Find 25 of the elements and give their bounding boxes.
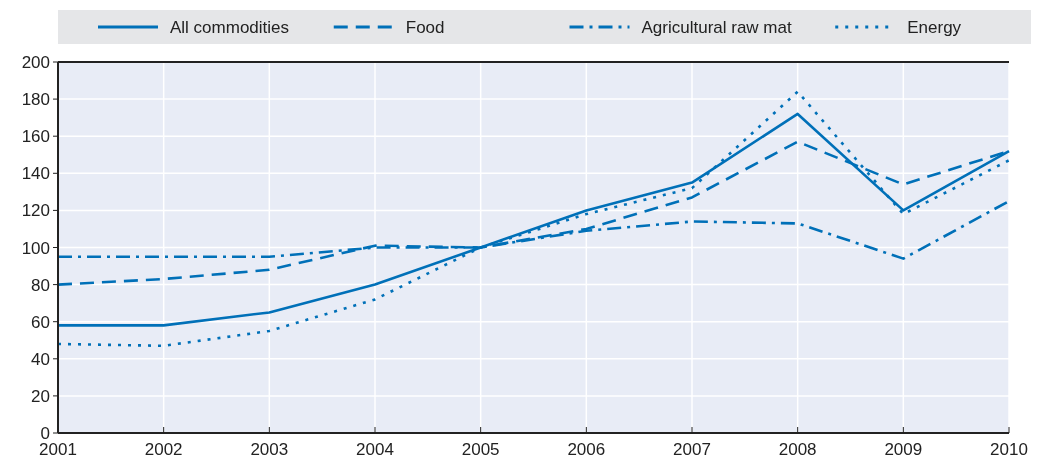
legend-label: Energy xyxy=(907,18,962,37)
x-tick-label: 2008 xyxy=(778,440,817,459)
x-tick-label: 2007 xyxy=(673,440,711,459)
y-tick-label: 180 xyxy=(21,90,50,110)
x-tick-label: 2004 xyxy=(356,440,394,459)
y-tick-label: 160 xyxy=(21,127,50,147)
y-tick-label: 120 xyxy=(21,201,50,221)
y-tick-label: 80 xyxy=(31,275,50,295)
x-tick-label: 2002 xyxy=(144,440,183,459)
x-tick-label: 2010 xyxy=(990,440,1028,459)
y-tick-label: 140 xyxy=(21,164,50,184)
y-tick-label: 20 xyxy=(31,386,50,406)
x-tick-label: 2001 xyxy=(39,440,77,459)
y-tick-label: 60 xyxy=(31,312,50,332)
legend-label: Food xyxy=(405,18,445,37)
x-tick-label: 2006 xyxy=(567,440,606,459)
y-tick-label: 100 xyxy=(21,238,50,258)
x-tick-label: 2003 xyxy=(250,440,289,459)
legend-label: Agricultural raw mat xyxy=(641,18,792,37)
legend-label: All commodities xyxy=(170,18,290,37)
x-tick-label: 2005 xyxy=(461,440,500,459)
y-tick-label: 200 xyxy=(21,53,50,72)
x-tick-label: 2009 xyxy=(884,440,923,459)
y-tick-label: 40 xyxy=(31,349,50,369)
y-tick-label: 0 xyxy=(40,424,50,443)
